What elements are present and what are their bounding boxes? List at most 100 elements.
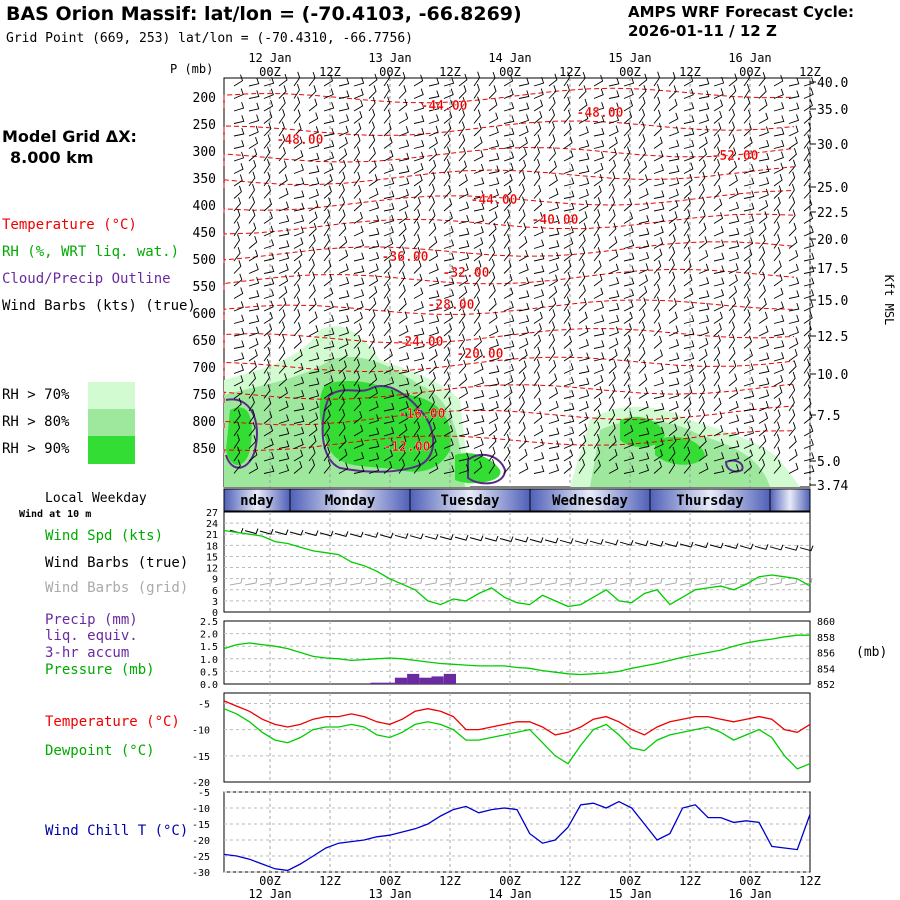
wind-barb [428, 102, 440, 112]
wind-barb [458, 452, 470, 462]
wind-barb [698, 372, 706, 387]
cloud-outline [467, 453, 507, 485]
wind-barb [413, 139, 425, 149]
wind-barb [593, 151, 604, 162]
wind-barb [728, 108, 735, 124]
wind-barb [638, 274, 649, 287]
grid-wind-barb [394, 577, 408, 586]
wind-barb [653, 283, 660, 299]
wind-barb [683, 409, 691, 424]
wind-barb [623, 134, 631, 149]
wind-barb [653, 376, 665, 387]
wind-barb [758, 258, 765, 274]
wind-barb [683, 221, 690, 237]
wind-barb [803, 185, 812, 199]
wind-barb [248, 435, 257, 449]
wind-barb [308, 412, 319, 424]
wind-barb [488, 258, 495, 274]
bottom-hour-label: 12Z [319, 874, 341, 888]
wind-barb [608, 159, 617, 174]
wind-barb [263, 384, 271, 399]
pressure-tick: 400 [193, 199, 216, 214]
true-wind-barb [259, 528, 274, 535]
wind-barb [278, 440, 290, 449]
wind-barb [233, 327, 245, 337]
wind-barb [263, 184, 272, 199]
wind-barb [773, 151, 784, 162]
wind-barb [503, 162, 514, 174]
wind-barb [683, 102, 695, 112]
wind-barb [758, 152, 770, 162]
wind-barb [638, 346, 646, 362]
wind-barb [548, 321, 555, 337]
wind-barb [458, 427, 470, 437]
wind-barb [803, 225, 814, 237]
wind-barb [683, 421, 691, 437]
wind-barb [518, 409, 526, 424]
wind-barb [293, 248, 303, 262]
wind-barb [338, 125, 349, 137]
wind-barb [698, 102, 710, 112]
wind-barb [338, 263, 349, 274]
temp-ytick: -20 [192, 778, 210, 789]
wind-barb [353, 311, 363, 324]
wind-barb [518, 448, 528, 462]
wind-barb [803, 397, 812, 412]
wind-barb [773, 374, 784, 387]
wind-barb [578, 339, 589, 349]
wind-barb [278, 201, 289, 212]
wind-barb [758, 423, 768, 437]
wind-barb [728, 240, 740, 249]
wind-barb [623, 323, 632, 337]
accum-label: 3-hr accum [45, 645, 130, 661]
wind-barb [368, 464, 380, 474]
wind-barb [248, 171, 256, 187]
wind-barb [758, 126, 769, 137]
wind-barb [563, 122, 572, 137]
grid-wind-barb [559, 577, 573, 586]
wind-barb [263, 300, 274, 312]
wind-barb [323, 88, 334, 99]
wind-barb [233, 197, 242, 212]
wind-barb [263, 211, 273, 224]
wind-barb [548, 96, 556, 112]
wind-barb [458, 109, 465, 124]
wind-barb [728, 333, 735, 349]
wind-barb [278, 274, 289, 287]
wind-barb [773, 287, 784, 299]
wind-barb [383, 226, 394, 237]
pressure-tick: 850 [193, 442, 216, 457]
wind-barb [728, 134, 736, 149]
wind-barb [398, 271, 406, 287]
wind-barb [308, 85, 317, 99]
grid-wind-barb [529, 577, 543, 586]
wind-barb [563, 109, 571, 124]
true-wind-barb [664, 541, 679, 548]
true-wind-barb [784, 545, 799, 551]
kft-tick: 22.5 [817, 206, 848, 221]
wind-barb [653, 271, 661, 287]
wind-barb [488, 98, 498, 112]
wind-barb [608, 277, 620, 287]
wind-barb [623, 76, 635, 87]
wind-barb [413, 397, 422, 412]
wind-barb [248, 462, 259, 474]
wind-barb [233, 174, 243, 187]
precip-ytick: 2.5 [200, 617, 218, 628]
wind-barb [668, 165, 680, 174]
wind-barb [503, 340, 515, 349]
wind-barb [563, 322, 572, 337]
wind-barb [713, 371, 721, 387]
wind-barb [443, 300, 454, 312]
wind-barb [488, 412, 499, 424]
wind-barb [578, 389, 590, 399]
wind-barb [563, 136, 573, 149]
wind-barb [308, 71, 316, 87]
wind-barb [788, 209, 796, 224]
wind-barb [413, 433, 420, 449]
wind-barb [248, 209, 256, 224]
wind-barb [743, 164, 755, 174]
pressure-ytick: 856 [817, 649, 835, 660]
wind-barb [263, 397, 272, 412]
wind-barb [248, 396, 255, 412]
